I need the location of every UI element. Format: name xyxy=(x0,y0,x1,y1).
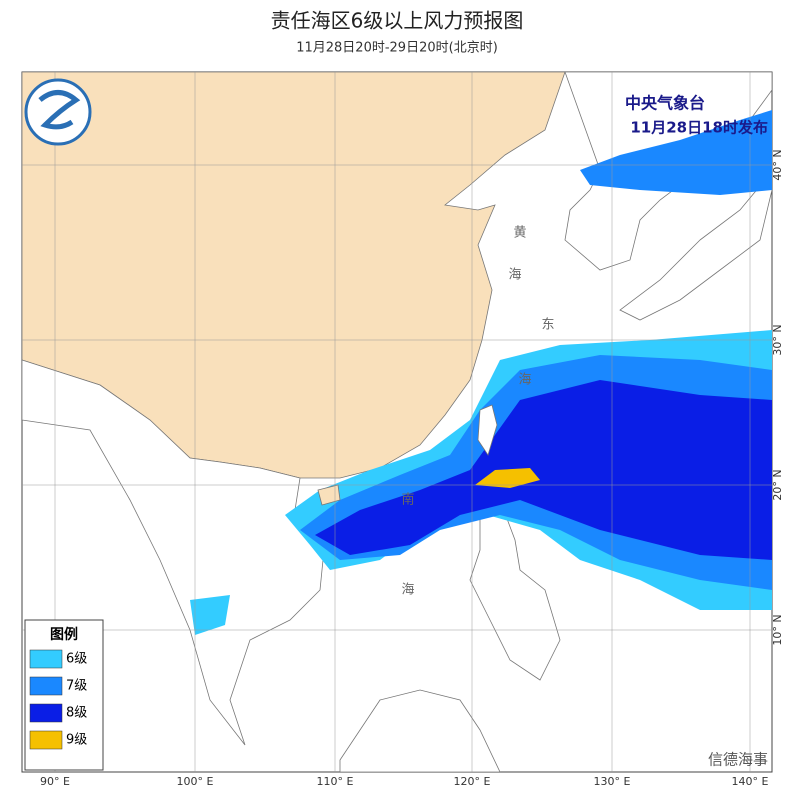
issuer: 中央气象台 xyxy=(625,94,705,113)
legend-label: 6级 xyxy=(66,652,87,667)
legend-label: 8级 xyxy=(66,706,87,721)
wind-area-gulf xyxy=(190,595,230,635)
wind-area-8 xyxy=(315,380,772,560)
longitude-label: 130° E xyxy=(594,775,631,788)
legend-label: 7级 xyxy=(66,679,87,694)
wind-area-north xyxy=(580,110,772,195)
watermark: 信德海事 xyxy=(708,751,768,769)
legend-swatch xyxy=(29,676,63,696)
land-borneo xyxy=(339,689,501,772)
sea-label: 海 xyxy=(508,268,521,283)
land-hainan xyxy=(317,484,341,506)
legend-label: 9级 xyxy=(66,733,87,748)
longitude-label: 140° E xyxy=(732,775,769,788)
legend-swatch xyxy=(29,649,63,669)
legend-swatch xyxy=(29,703,63,723)
land-philippines xyxy=(469,499,561,681)
legend-swatch xyxy=(29,730,63,750)
graticule xyxy=(22,72,772,772)
sea-label: 海 xyxy=(518,373,531,388)
latitude-label: 30° N xyxy=(771,324,784,355)
longitude-label: 120° E xyxy=(454,775,491,788)
sea-label: 东 xyxy=(541,318,554,333)
sea-label: 海 xyxy=(401,583,414,598)
title: 责任海区6级以上风力预报图 xyxy=(271,9,524,33)
wind-area-9 xyxy=(475,468,540,488)
issue-time: 11月28日18时发布 xyxy=(630,119,768,137)
subtitle: 11月28日20时-29日20时(北京时) xyxy=(296,41,498,56)
latitude-label: 40° N xyxy=(771,149,784,180)
longitude-label: 90° E xyxy=(40,775,70,788)
longitude-label: 100° E xyxy=(177,775,214,788)
legend-title: 图例 xyxy=(50,626,78,643)
sea-label: 黄 xyxy=(513,226,526,241)
land-taiwan xyxy=(477,404,498,456)
land-se-asia xyxy=(22,359,326,746)
latitude-label: 20° N xyxy=(771,469,784,500)
legend: 图例 6级 7级 8级 9级 xyxy=(24,619,104,771)
latitude-label: 10° N xyxy=(771,614,784,645)
logo-mark xyxy=(38,90,81,130)
sea-label: 南 xyxy=(401,492,414,508)
longitude-label: 110° E xyxy=(317,775,354,788)
